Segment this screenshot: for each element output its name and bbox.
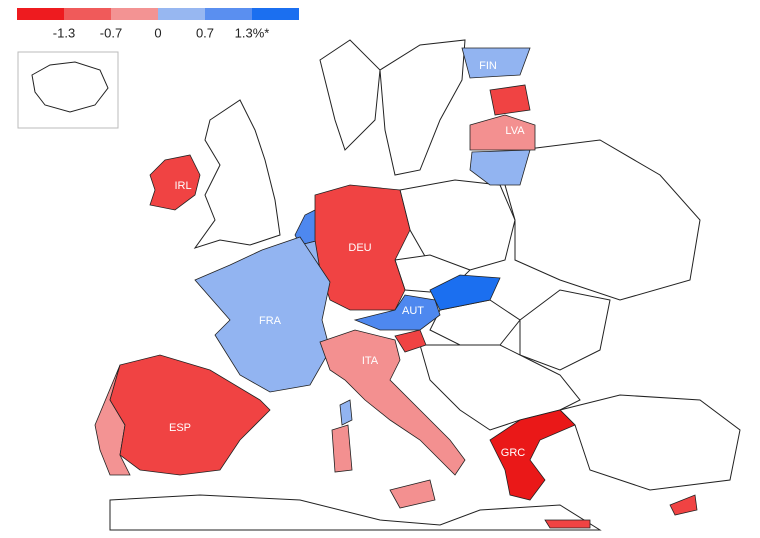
great-britain	[193, 99, 281, 249]
legend: -1.3 -0.7 0 0.7 1.3%*	[17, 8, 299, 40]
legend-tick-label: 0	[154, 25, 161, 40]
legend-tick-label: 1.3%*	[235, 25, 270, 40]
country	[461, 47, 531, 79]
country	[353, 294, 441, 331]
north-africa	[109, 494, 602, 531]
cyprus	[669, 494, 698, 516]
countries: IRL DEU FRA ESP ITA AUT GRC FIN LVA	[109, 47, 576, 501]
country-label: FRA	[259, 315, 282, 327]
legend-tick-label: -0.7	[100, 25, 122, 40]
country-label: ESP	[169, 422, 191, 434]
country	[149, 154, 201, 211]
country	[314, 184, 411, 311]
romania	[519, 289, 611, 371]
estonia	[489, 84, 531, 116]
turkey	[559, 394, 741, 491]
corsica	[339, 399, 353, 426]
sicily	[389, 479, 436, 509]
lithuania	[469, 149, 531, 186]
scandinavia	[319, 39, 381, 151]
legend-swatch	[252, 8, 299, 20]
legend-swatch	[111, 8, 158, 20]
legend-swatch	[64, 8, 111, 20]
country-label: LVA	[505, 125, 525, 137]
legend-swatch	[158, 8, 205, 20]
country-label: AUT	[402, 305, 424, 317]
country	[489, 409, 576, 501]
country-label: ITA	[362, 355, 379, 367]
poland	[399, 179, 516, 271]
sardinia	[331, 424, 353, 473]
country-label: GRC	[501, 447, 526, 459]
legend-swatch	[17, 8, 64, 20]
context-land	[17, 39, 741, 531]
legend-swatch	[205, 8, 252, 20]
country	[109, 354, 271, 476]
slovakia	[429, 274, 501, 311]
country-label: IRL	[174, 180, 191, 192]
slovenia	[394, 329, 427, 353]
country-label: DEU	[348, 242, 371, 254]
sweden	[379, 39, 466, 176]
country	[469, 114, 536, 151]
country	[319, 329, 466, 476]
legend-tick-label: -1.3	[53, 25, 75, 40]
iceland	[31, 61, 109, 113]
legend-tick-label: 0.7	[196, 25, 214, 40]
country-label: FIN	[479, 60, 497, 72]
crete	[544, 519, 591, 529]
belarus-ukraine	[504, 139, 701, 301]
